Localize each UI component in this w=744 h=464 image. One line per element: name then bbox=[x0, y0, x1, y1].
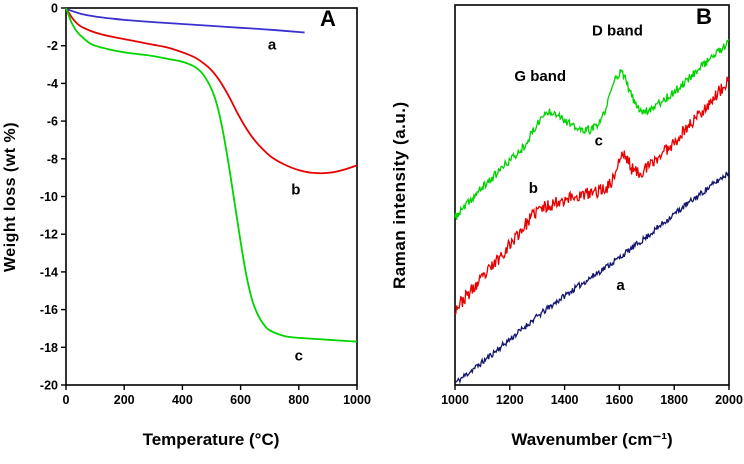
panel-a-plot-area: 0 200 400 600 800 1000 0 -2 -4 -6 -8 -10 -12 -14 -16 -1… bbox=[40, 2, 371, 408]
x-tick-label: 600 bbox=[230, 393, 251, 407]
x-tick-label: 0 bbox=[63, 393, 70, 407]
y-tick-label: -8 bbox=[47, 152, 58, 166]
panel-b-plot-area: 1000 1200 1400 1600 1800 2000 a b c G band D band bbox=[441, 4, 743, 407]
panel-a-x-axis-title: Temperature (°C) bbox=[142, 430, 280, 449]
x-tick-label: 1000 bbox=[343, 393, 371, 407]
curve-b bbox=[454, 76, 730, 315]
y-tick-label: 0 bbox=[51, 2, 58, 16]
x-tick-label: 1400 bbox=[551, 393, 579, 407]
panel-b-x-axis-title: Wavenumber (cm⁻¹) bbox=[511, 430, 673, 449]
curve-c bbox=[65, 7, 358, 343]
curve-b bbox=[65, 7, 358, 175]
x-tick-label: 400 bbox=[172, 393, 193, 407]
panel-b-letter: B bbox=[696, 4, 712, 29]
y-tick-label: -10 bbox=[40, 190, 58, 204]
x-tick-label: 1800 bbox=[660, 393, 688, 407]
axis-frame bbox=[65, 7, 358, 386]
series-label-c: c bbox=[295, 347, 303, 364]
y-tick-label: -14 bbox=[40, 265, 58, 279]
x-tick-label: 2000 bbox=[715, 393, 743, 407]
y-tick-label: -18 bbox=[40, 341, 58, 355]
axis-frame bbox=[454, 4, 730, 386]
curve-a bbox=[65, 8, 305, 34]
series-label-b: b bbox=[529, 180, 538, 197]
series-label-b: b bbox=[291, 182, 300, 199]
annotation-d-band: D band bbox=[592, 22, 643, 39]
y-tick-label: -2 bbox=[47, 39, 58, 53]
curve-a bbox=[454, 171, 730, 385]
series-label-a: a bbox=[268, 36, 277, 53]
x-tick-label: 800 bbox=[288, 393, 309, 407]
series-label-c: c bbox=[595, 133, 603, 150]
x-tick-label: 1600 bbox=[605, 393, 633, 407]
panel-a-tga-chart: Weight loss (wt %) 0 200 400 600 800 1000 0 -2 -… bbox=[2, 2, 371, 450]
y-tick-label: -4 bbox=[47, 77, 58, 91]
y-tick-label: -6 bbox=[47, 115, 58, 129]
y-tick-label: -12 bbox=[40, 228, 58, 242]
panel-a-letter: A bbox=[320, 6, 336, 31]
panel-b-y-axis-title: Raman intensity (a.u.) bbox=[390, 101, 409, 289]
annotation-g-band: G band bbox=[514, 68, 566, 85]
x-tick-label: 1200 bbox=[496, 393, 524, 407]
x-tick-label: 200 bbox=[114, 393, 135, 407]
y-tick-label: -20 bbox=[40, 379, 58, 393]
curve-c bbox=[454, 39, 730, 220]
series-label-a: a bbox=[616, 277, 625, 294]
x-tick-label: 1000 bbox=[441, 393, 469, 407]
panel-b-raman-chart: Raman intensity (a.u.) 1000 1200 1400 1600 1… bbox=[384, 0, 744, 464]
panel-a-y-axis-title: Weight loss (wt %) bbox=[2, 121, 19, 272]
y-tick-label: -16 bbox=[40, 303, 58, 317]
